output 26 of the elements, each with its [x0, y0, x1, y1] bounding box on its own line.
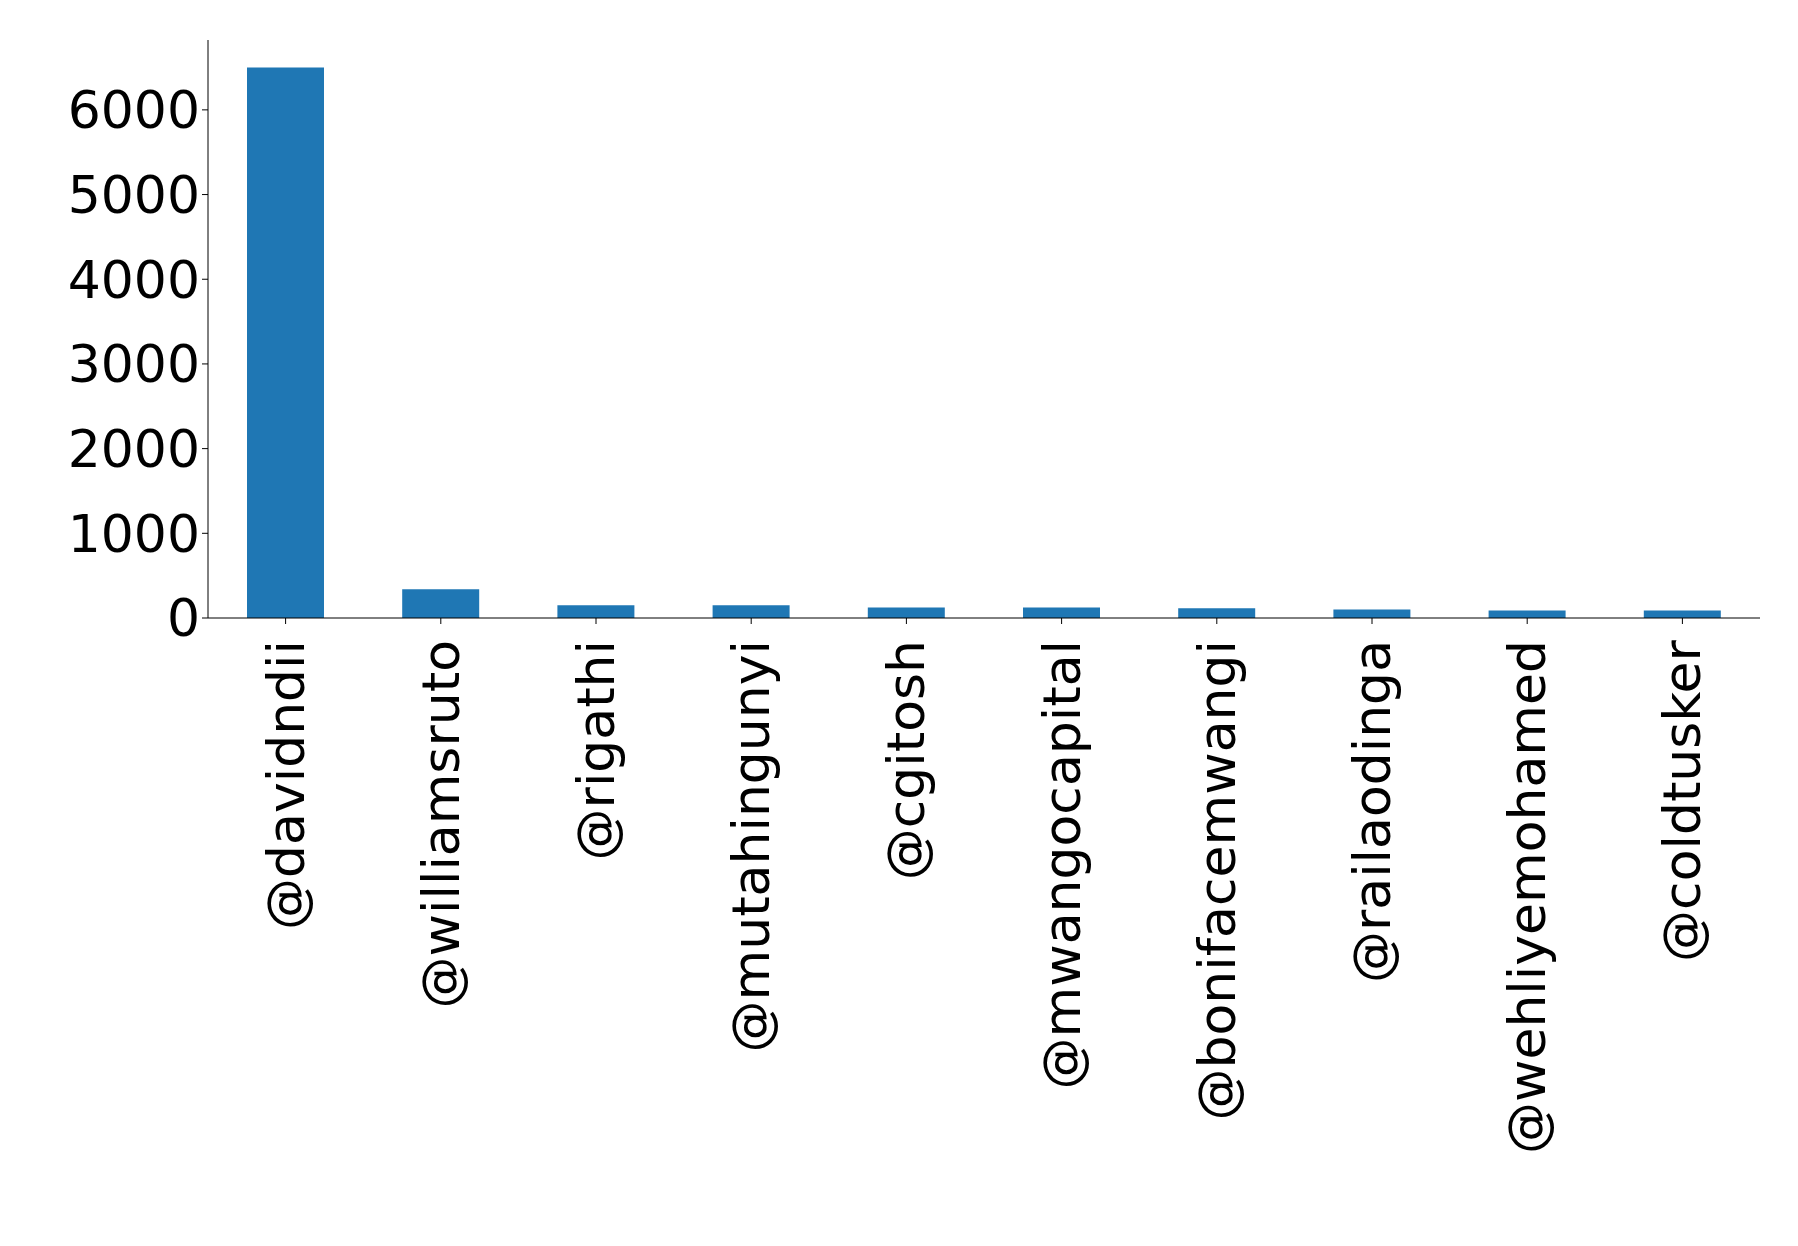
y-tick-label: 1000: [67, 503, 200, 564]
bar: [247, 67, 324, 618]
x-tick-label: @railaodinga: [1342, 640, 1402, 984]
x-tick-label: @mwangocapital: [1031, 640, 1092, 1090]
x-tick-label: @rigathi: [566, 640, 626, 861]
x-tick-label: @bonifacemwangi: [1186, 640, 1247, 1121]
y-tick-label: 0: [166, 588, 200, 649]
bar: [1488, 610, 1566, 618]
bar: [1643, 610, 1721, 618]
bar: [1023, 607, 1100, 618]
x-tick-label: @cgitosh: [876, 640, 937, 881]
bar: [402, 589, 480, 618]
y-tick-label: 6000: [67, 80, 200, 141]
x-tick-label: @coldtusker: [1652, 639, 1713, 962]
x-tick-label: @williamsruto: [410, 640, 471, 1009]
bar: [867, 607, 945, 618]
bar: [1178, 608, 1256, 618]
bar: [557, 605, 635, 618]
y-tick-label: 4000: [67, 249, 200, 310]
x-tick-label: @mutahingunyi: [721, 640, 782, 1053]
bar: [712, 605, 790, 618]
x-tick-label: @wehliyemohamed: [1497, 640, 1558, 1155]
y-tick-label: 2000: [67, 419, 200, 480]
x-tick-label: @davidndii: [255, 640, 316, 930]
y-tick-label: 3000: [67, 334, 200, 395]
y-tick-label: 5000: [67, 165, 200, 226]
